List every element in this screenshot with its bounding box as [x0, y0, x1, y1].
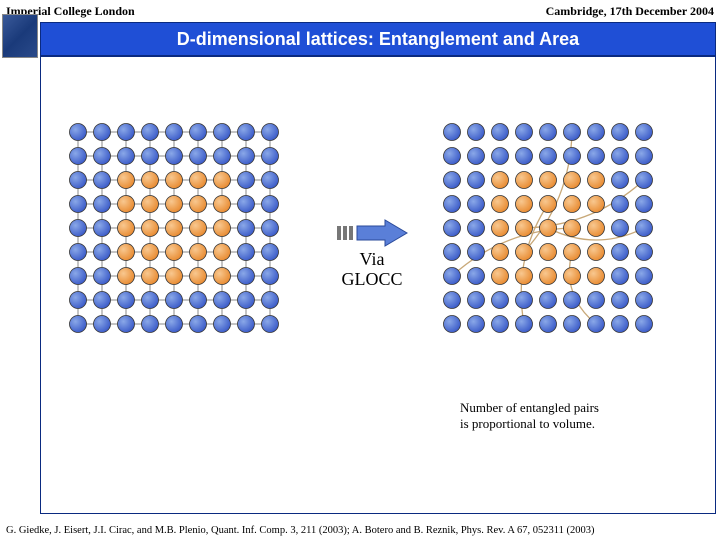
title-bar: D-dimensional lattices: Entanglement and… — [40, 22, 716, 56]
caption: Number of entangled pairs is proportiona… — [460, 400, 599, 433]
lattice-left — [66, 120, 282, 336]
arrow-icon — [335, 218, 409, 248]
header-top: Imperial College London Cambridge, 17th … — [0, 0, 720, 22]
slide-title: D-dimensional lattices: Entanglement and… — [177, 29, 579, 50]
institution-logo — [2, 14, 38, 58]
lattice-right — [440, 120, 656, 336]
arrow-block: Via GLOCC — [322, 218, 422, 290]
footer-citation: G. Giedke, J. Eisert, J.I. Cirac, and M.… — [6, 525, 714, 536]
arrow-label: Via GLOCC — [322, 250, 422, 290]
header-right: Cambridge, 17th December 2004 — [546, 4, 714, 19]
